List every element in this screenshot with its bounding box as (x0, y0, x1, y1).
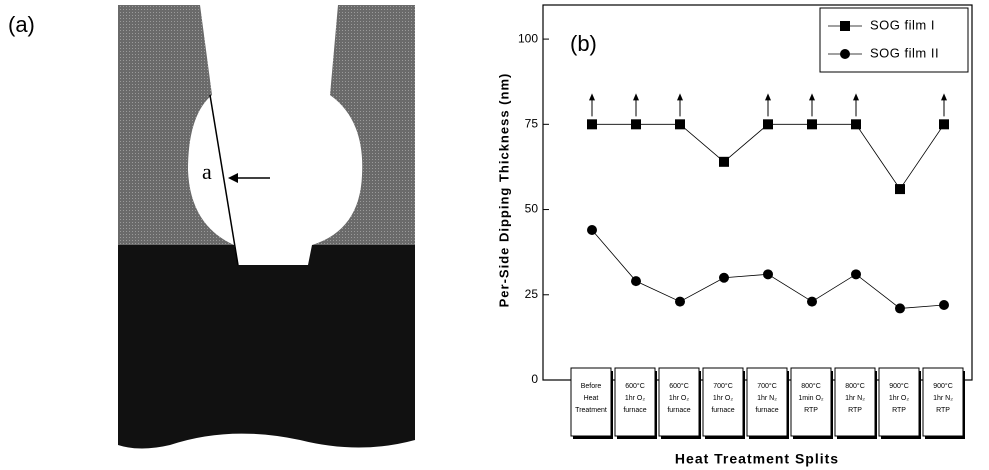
category-box (615, 368, 655, 436)
y-tick-label: 25 (525, 287, 539, 301)
panel-b: (b) Per-Side Dipping Thickness (nm) Heat… (496, 5, 972, 467)
category-box (659, 368, 699, 436)
lower-bound-arrow-head (765, 93, 771, 100)
annotation: a (202, 159, 212, 184)
data-point (939, 119, 949, 129)
data-point (807, 119, 817, 129)
data-point (851, 269, 861, 279)
lower-bound-arrow-head (677, 93, 683, 100)
data-point (675, 119, 685, 129)
category-box (791, 368, 831, 436)
substrate (118, 245, 415, 449)
category-box (703, 368, 743, 436)
panel-a: (a) a (8, 5, 415, 449)
y-tick-label: 0 (531, 372, 538, 386)
data-point (851, 119, 861, 129)
data-point (939, 300, 949, 310)
data-point (895, 184, 905, 194)
y-tick-label: 100 (518, 31, 538, 45)
data-point (719, 157, 729, 167)
lower-bound-arrow-head (809, 93, 815, 100)
x-axis-label: Heat Treatment Splits (675, 451, 839, 467)
legend-label: SOG film II (870, 45, 939, 60)
series-line (592, 124, 944, 189)
figure: (a) a (b) Per-Side Dipping Thickness (nm… (0, 0, 989, 470)
panel-label: (b) (570, 31, 597, 56)
category-box (879, 368, 919, 436)
lower-bound-arrow-head (633, 93, 639, 100)
data-point (587, 119, 597, 129)
data-point (807, 297, 817, 307)
lower-bound-arrow-head (589, 93, 595, 100)
data-point (675, 297, 685, 307)
legend-label: SOG film I (870, 17, 935, 32)
legend-marker (840, 21, 850, 31)
data-point (631, 276, 641, 286)
data-point (763, 269, 773, 279)
y-tick-label: 75 (525, 116, 539, 130)
lower-bound-arrow-head (941, 93, 947, 100)
category-box (747, 368, 787, 436)
series-line (592, 230, 944, 308)
data-point (587, 225, 597, 235)
legend-marker (840, 49, 850, 59)
category-box (835, 368, 875, 436)
data-point (763, 119, 773, 129)
data-point (719, 273, 729, 283)
category-box (923, 368, 963, 436)
lower-bound-arrow-head (853, 93, 859, 100)
data-point (895, 303, 905, 313)
data-point (631, 119, 641, 129)
y-tick-label: 50 (525, 202, 539, 216)
category-box (571, 368, 611, 436)
y-axis-label: Per-Side Dipping Thickness (nm) (496, 73, 511, 308)
panel-label: (a) (8, 12, 35, 37)
